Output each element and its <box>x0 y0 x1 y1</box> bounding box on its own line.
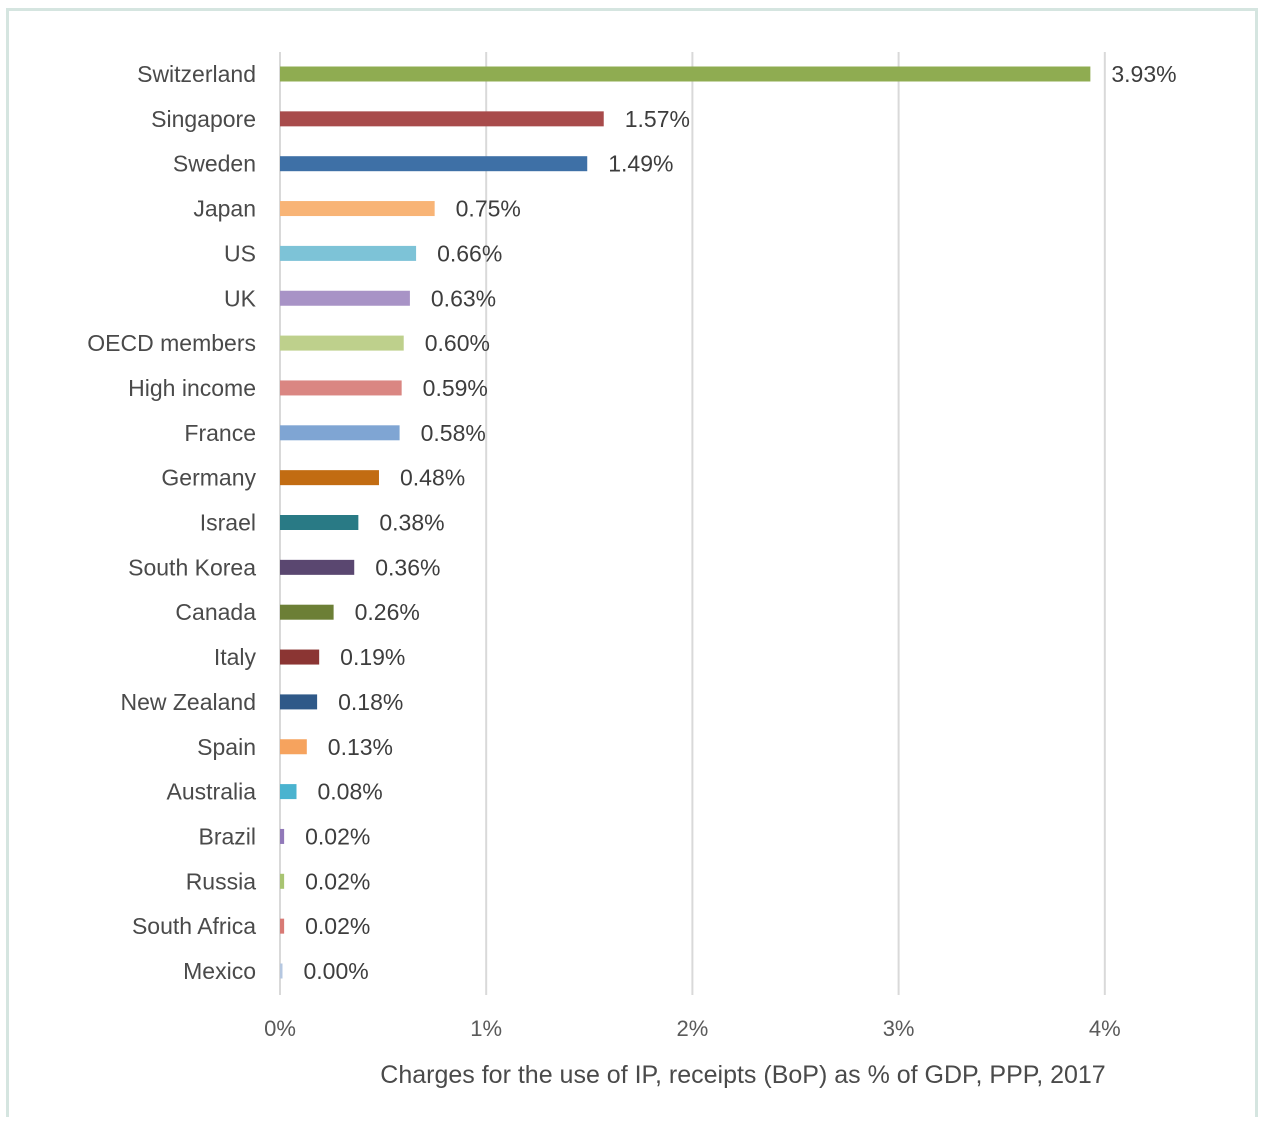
value-label: 0.02% <box>305 913 370 939</box>
x-tick-labels: 0% 1% 2% 3% 4% <box>264 1016 1121 1041</box>
category-label: OECD members <box>87 330 256 356</box>
x-tick-label: 0% <box>264 1016 296 1041</box>
bar <box>280 470 379 486</box>
category-label: Switzerland <box>137 61 256 87</box>
value-label: 0.59% <box>423 375 488 401</box>
category-label: UK <box>224 285 257 311</box>
bar <box>280 335 404 351</box>
value-label: 0.60% <box>425 330 490 356</box>
bar <box>280 604 334 620</box>
value-label: 1.49% <box>608 151 673 177</box>
category-label: Germany <box>161 465 256 491</box>
category-label: Japan <box>193 196 256 222</box>
bars <box>280 66 1091 979</box>
bar <box>280 111 604 127</box>
value-label: 0.19% <box>340 644 405 670</box>
bar <box>280 873 285 889</box>
x-tick-label: 1% <box>470 1016 502 1041</box>
category-label: Mexico <box>183 958 256 984</box>
x-axis-title: Charges for the use of IP, receipts (BoP… <box>380 1061 1105 1089</box>
value-label: 0.38% <box>379 510 444 536</box>
value-label: 0.13% <box>328 734 393 760</box>
value-label: 1.57% <box>625 106 690 132</box>
bar <box>280 918 285 934</box>
category-labels: Switzerland Singapore Sweden Japan US UK OECD … <box>87 61 256 984</box>
category-label: Israel <box>200 510 256 536</box>
category-label: Spain <box>197 734 256 760</box>
value-label: 0.75% <box>456 196 521 222</box>
value-label: 0.02% <box>305 868 370 894</box>
value-label: 0.08% <box>317 779 382 805</box>
category-label: South Korea <box>128 554 256 580</box>
bar <box>280 290 410 306</box>
value-label: 0.58% <box>421 420 486 446</box>
bar <box>280 963 283 979</box>
value-label: 0.66% <box>437 240 502 266</box>
category-label: Brazil <box>198 823 256 849</box>
value-label: 0.26% <box>355 599 420 625</box>
bar <box>280 66 1091 82</box>
x-tick-label: 2% <box>677 1016 709 1041</box>
bar <box>280 515 359 530</box>
bar <box>280 380 402 396</box>
value-label: 0.63% <box>431 285 496 311</box>
bar <box>280 784 297 800</box>
bar <box>280 425 400 441</box>
bar <box>280 739 307 755</box>
category-label: Russia <box>186 868 257 894</box>
category-label: US <box>224 240 256 266</box>
bar <box>280 649 320 665</box>
category-label: New Zealand <box>120 689 256 715</box>
value-labels: 3.93% 1.57% 1.49% 0.75% 0.66% 0.63% 0.60% 0.59%… <box>304 61 1177 984</box>
bar <box>280 201 435 217</box>
value-label: 0.48% <box>400 465 465 491</box>
category-label: High income <box>128 375 256 401</box>
bar <box>280 559 355 575</box>
category-label: France <box>184 420 256 446</box>
category-label: Italy <box>214 644 257 670</box>
bar <box>280 245 417 261</box>
value-label: 3.93% <box>1111 61 1176 87</box>
category-label: South Africa <box>132 913 256 939</box>
value-label: 0.00% <box>304 958 369 984</box>
value-label: 0.02% <box>305 823 370 849</box>
value-label: 0.18% <box>338 689 403 715</box>
category-label: Australia <box>167 779 257 805</box>
category-label: Sweden <box>173 151 256 177</box>
x-tick-label: 4% <box>1089 1016 1121 1041</box>
bar <box>280 828 285 844</box>
bar <box>280 156 588 172</box>
chart-frame <box>6 8 1258 1117</box>
x-tick-label: 3% <box>883 1016 915 1041</box>
value-label: 0.36% <box>375 554 440 580</box>
category-label: Canada <box>175 599 256 625</box>
category-label: Singapore <box>151 106 256 132</box>
bar <box>280 694 318 710</box>
